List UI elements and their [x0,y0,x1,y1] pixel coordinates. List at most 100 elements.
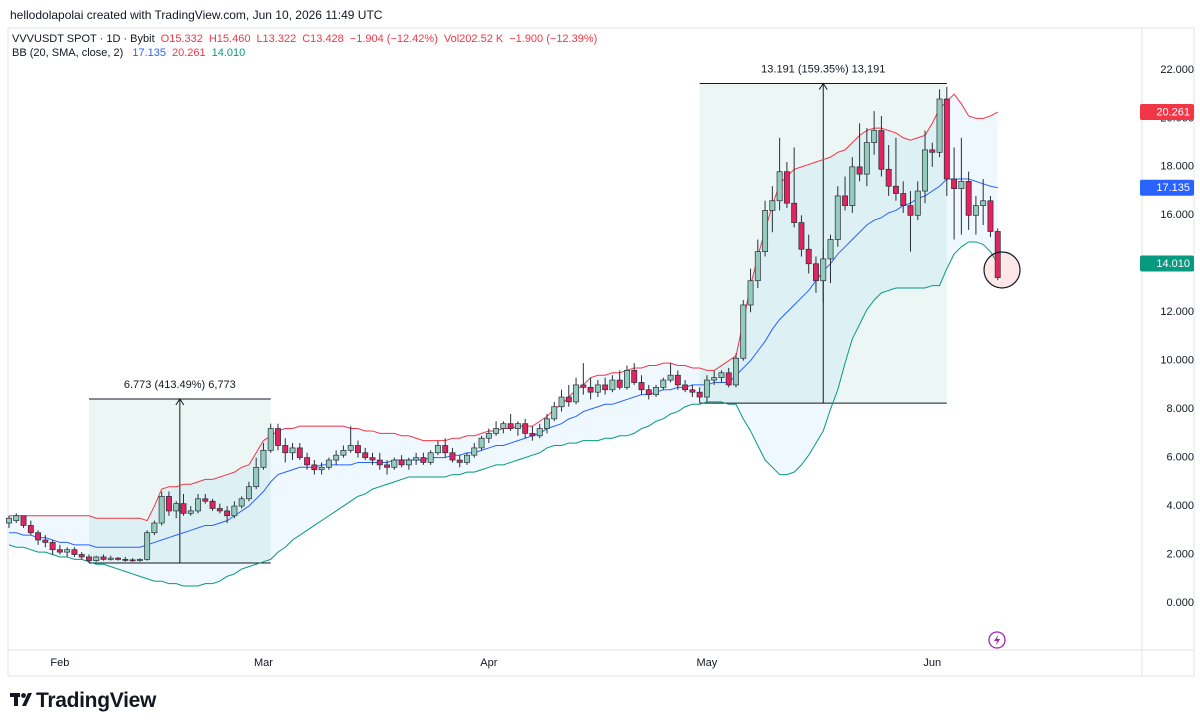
candle-body [856,166,863,175]
candle-body [929,149,936,153]
candle-body [580,384,587,388]
candle-body [529,433,536,437]
indicator-name: BB (20, SMA, close, 2) [12,47,124,59]
candle-body [27,525,34,534]
candle-body [616,379,623,388]
candle-body [987,200,994,232]
candle-body [703,379,710,398]
candle-body [180,503,187,514]
candle-body [514,423,521,429]
candle-body [674,374,681,386]
indicator-value: 14.010 [211,47,246,59]
candle-body [384,464,390,468]
logo [10,693,32,706]
candle-body [994,231,1001,278]
measure-arrowhead [175,398,185,406]
legend-item: C13.428 [302,33,344,45]
label-layer: 6.773 (413.49%) 6,773 13.191 (159.35%) 13… [50,63,1194,669]
candle-body [733,357,739,386]
candle-body [347,445,354,451]
highlight-circle [983,251,1021,289]
legend-item: −1.904 (−12.42%) [349,33,438,45]
candle-body [747,280,754,306]
x-tick-label: Apr [480,657,497,669]
candle-body [972,205,979,216]
candle-body [798,222,805,250]
indicator-value: 17.135 [132,47,166,59]
candle-body [965,181,972,216]
candle-body [464,454,470,463]
candle-body [158,496,165,524]
logo-slash [22,693,32,706]
measure-layer [88,82,947,564]
candle-body [805,248,812,265]
y-tick-label: 10.000 [1160,355,1194,367]
candle-body [267,428,274,451]
candle-body [165,496,172,512]
candle-body [413,457,420,461]
candle-body [696,391,703,398]
measure-label: 13.191 (159.35%) 13,191 [761,63,885,75]
candle-body [609,379,616,391]
candle-body [42,539,49,543]
icon-bolt[interactable] [994,634,1001,646]
candle-body [623,370,630,388]
candle-body [107,557,114,560]
candle-body [740,304,747,359]
candle-body [783,171,790,204]
candle-body [333,454,340,461]
y-tick-label: 2.000 [1166,548,1194,560]
candle-body [376,459,383,466]
candle-body [863,142,870,175]
candle-body [100,556,107,560]
candle-body [871,130,878,143]
candle-body [427,452,434,463]
candle-body [834,195,841,240]
candle-body [813,263,819,282]
icon-ring[interactable] [988,631,1006,649]
brand: TradingView [36,689,157,712]
candle-body [340,449,347,456]
candle-body [878,130,885,170]
lightning-icon[interactable] [988,631,1006,649]
candle-body [471,447,478,456]
candle-body [914,190,921,216]
x-tick-label: Mar [254,657,273,669]
candle-body [253,466,260,488]
candle-body [769,200,776,211]
candle-body [122,559,129,561]
candle-body [318,466,325,471]
candle-body [362,452,369,458]
candle-layer [6,86,1001,564]
candle-body [907,205,914,216]
candle-body [485,433,492,439]
candle-body [456,459,463,463]
y-tick-label: 16.000 [1160,209,1194,221]
y-tick-label: 12.000 [1160,306,1194,318]
legend-item: −1.900 (−12.39%) [509,33,598,45]
candle-body [725,372,732,386]
legend-item: H15.460 [208,33,251,45]
candle-body [282,445,289,454]
price-tag [1140,104,1194,121]
legend-item: L13.322 [256,33,297,45]
candle-body [653,386,659,395]
candle-body [631,370,638,383]
candle-body [434,445,441,454]
candle-body [420,457,427,463]
price-tag-label: 20.261 [1156,106,1190,118]
candle-body [64,549,71,553]
candle-body [195,498,201,512]
candle-body [289,447,296,454]
x-tick-label: Feb [50,657,69,669]
y-tick-label: 22.000 [1160,64,1194,76]
candle-body [6,517,12,524]
logo-dot [21,693,26,698]
candle-body [35,532,42,541]
x-tick-label: Jun [923,657,941,669]
candle-body [71,549,78,555]
measure-label: 6.773 (413.49%) 6,773 [124,379,236,391]
measure-arrowhead [818,82,828,90]
symbol-legend: VVVUSDT SPOT · 1D · Bybit O15.332 H15.460 L… [12,33,603,45]
